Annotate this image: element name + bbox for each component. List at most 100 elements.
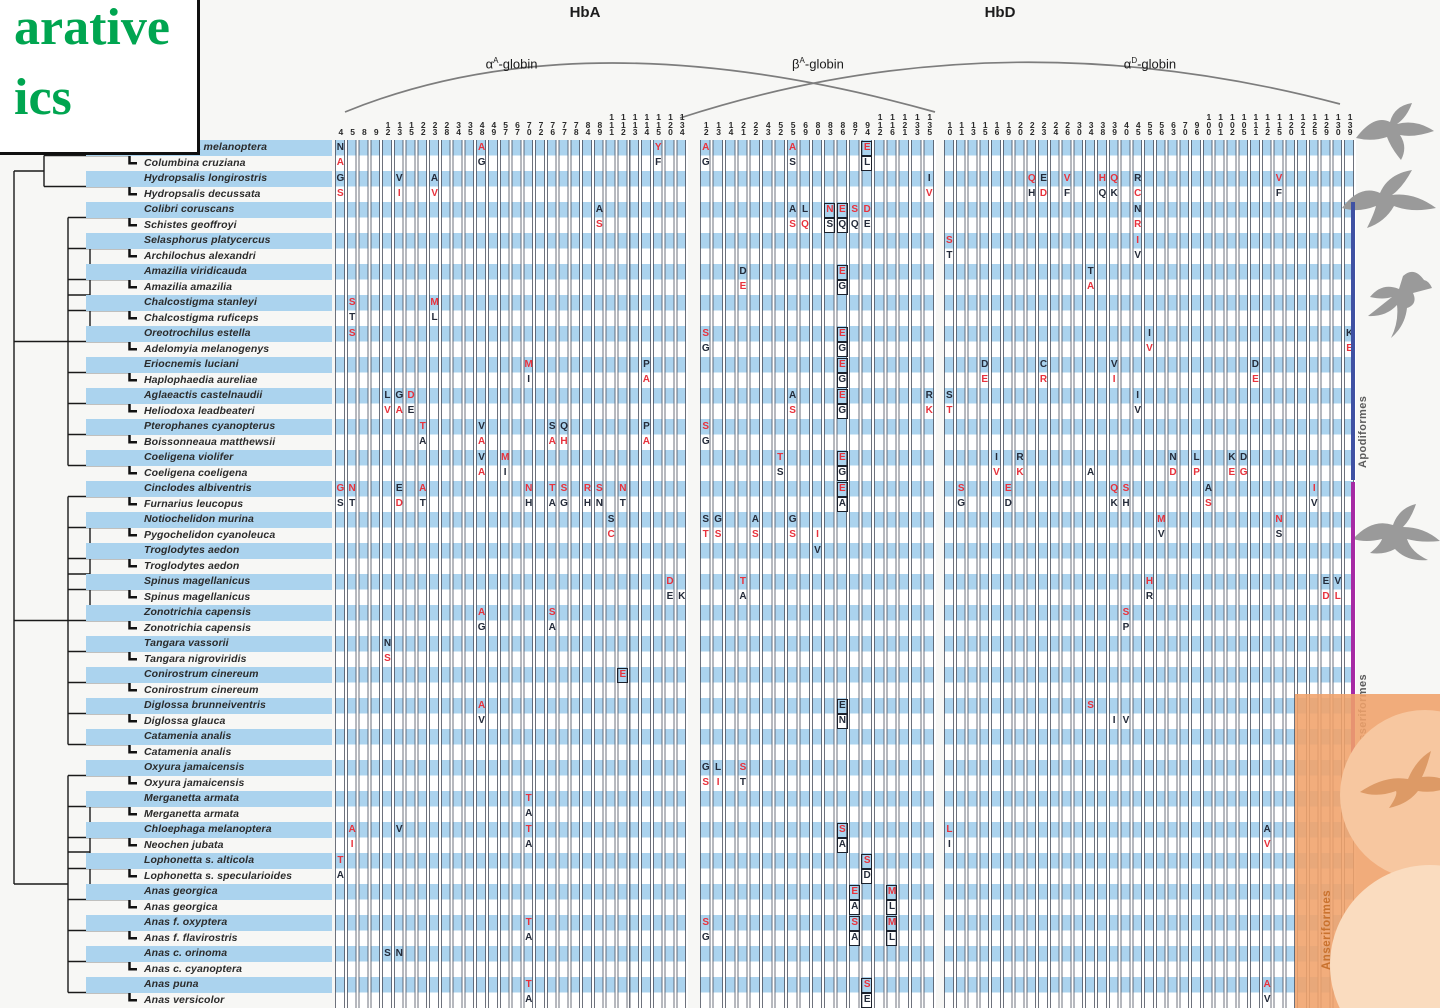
matrix-cell: V — [1110, 358, 1118, 370]
matrix-cell: G — [714, 513, 722, 525]
matrix-cell: D — [739, 265, 747, 277]
matrix-cell: A — [419, 482, 426, 494]
species-row: Anas puna — [86, 977, 332, 993]
matrix-cell: H — [1098, 172, 1106, 184]
matrix-cell: S — [849, 915, 860, 931]
matrix-cell: T — [946, 250, 952, 262]
species-label: Eriocnemis luciani — [144, 358, 239, 370]
species-row: Spinus magellanicus — [86, 590, 332, 606]
species-label: Hydropsalis decussata — [144, 187, 261, 200]
species-label: Amazilia viridicauda — [144, 265, 247, 277]
species-label: Merganetta armata — [144, 792, 240, 804]
matrix-cell: S — [348, 327, 356, 339]
matrix-cell: K — [1228, 451, 1235, 463]
matrix-cell: T — [1087, 265, 1094, 277]
passerine-silhouette-icon — [1353, 504, 1440, 561]
matrix-cell: S — [702, 916, 709, 928]
matrix-cell: S — [337, 498, 344, 510]
matrix-cell: R — [1039, 374, 1047, 386]
species-label: Hydropsalis longirostris — [144, 172, 268, 184]
species-row: Conirostrum cinereum — [86, 667, 332, 683]
matrix-cell: S — [824, 218, 836, 234]
species-row: Oxyura jamaicensis — [86, 776, 332, 792]
matrix-cell: A — [525, 994, 532, 1006]
matrix-cell: E — [1252, 374, 1259, 386]
species-row: Merganetta armata — [86, 791, 332, 807]
species-row: Pygochelidon cyanoleuca — [86, 528, 332, 544]
matrix-cell: G — [1239, 467, 1248, 479]
matrix-cell: N — [824, 202, 836, 218]
matrix-cell: A — [789, 203, 796, 215]
matrix-cell: S — [702, 777, 709, 789]
matrix-cell: R — [1134, 219, 1141, 231]
matrix-cell: S — [789, 405, 796, 417]
matrix-cell: K — [1110, 188, 1118, 200]
matrix-cell: D — [1004, 498, 1012, 510]
matrix-cell: V — [814, 544, 821, 556]
matrix-cell: I — [527, 374, 530, 386]
species-label: Troglodytes aedon — [144, 544, 240, 556]
matrix-cell: H — [525, 498, 532, 510]
matrix-cell: A — [789, 141, 796, 153]
species-label: Anas c. orinoma — [144, 947, 228, 959]
matrix-cell: V — [1310, 498, 1318, 510]
species-label: Archilochus alexandri — [144, 249, 256, 262]
species-row: Catamenia analis — [86, 729, 332, 745]
matrix-cell: G — [477, 157, 486, 169]
matrix-cell: Q — [1027, 172, 1036, 184]
species-label: Amazilia amazilia — [144, 280, 233, 293]
hbd-label: HbD — [984, 4, 1016, 21]
matrix-cell: I — [995, 451, 998, 463]
hummingbird-silhouette-icon — [1368, 271, 1432, 338]
species-row: Archilochus alexandri — [86, 249, 332, 265]
matrix-cell: V — [395, 823, 403, 835]
matrix-cell: T — [525, 823, 532, 835]
species-row: Chalcostigma ruficeps — [86, 311, 332, 327]
matrix-cell: V — [1134, 250, 1141, 262]
matrix-cell: A — [336, 870, 344, 882]
matrix-cell: T — [525, 978, 532, 990]
matrix-cell: R — [1134, 172, 1141, 184]
matrix-cell: M — [430, 296, 439, 308]
matrix-cell: A — [348, 823, 356, 835]
matrix-cell: S — [595, 219, 603, 231]
species-row: Colibri coruscans — [86, 202, 332, 218]
matrix-cell: F — [1064, 188, 1070, 200]
matrix-cell: L — [886, 900, 898, 916]
matrix-cell: S — [776, 467, 784, 479]
matrix-cell: A — [642, 374, 650, 386]
species-label: Merganetta armata — [144, 807, 240, 820]
column-number: 9 — [373, 127, 379, 138]
species-row: Eriocnemis luciani — [86, 357, 332, 373]
matrix-cell: A — [642, 436, 650, 448]
matrix-cell: T — [419, 420, 426, 432]
matrix-cell: A — [751, 513, 759, 525]
matrix-cell: E — [836, 388, 848, 404]
matrix-cell: A — [849, 931, 860, 947]
matrix-cell: D — [863, 203, 871, 215]
matrix-cell: V — [1157, 529, 1165, 541]
matrix-cell: A — [478, 141, 485, 153]
matrix-cell: I — [1136, 389, 1139, 401]
apodiformes-line — [1351, 202, 1355, 480]
